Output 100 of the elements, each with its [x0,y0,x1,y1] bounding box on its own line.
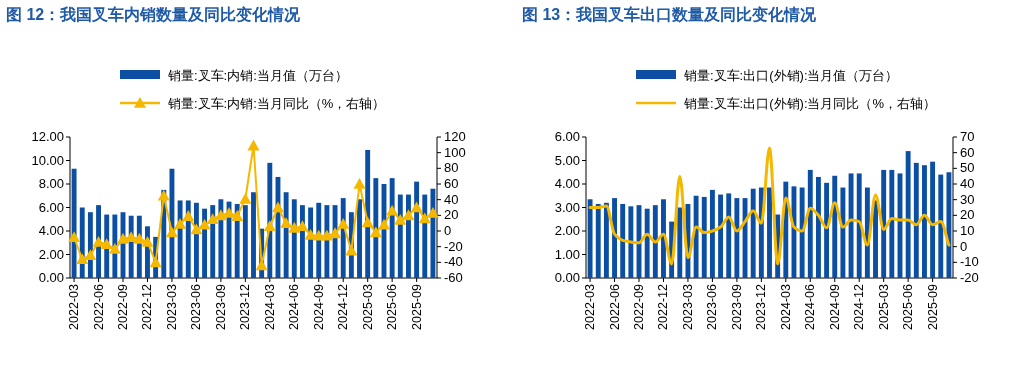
x-tick-label: 2022-03 [583,283,598,330]
point [426,206,439,218]
y-tick-label: 5.00 [554,152,580,168]
y2-tick-label: 60 [444,176,459,191]
point [369,226,382,238]
bar [726,193,732,278]
bar [913,162,919,278]
bar [709,189,715,278]
point [182,210,195,221]
point [198,218,211,230]
bar [946,172,952,278]
point [386,204,399,216]
x-tick-label: 2022-06 [91,283,106,330]
y-tick-label: 0.00 [38,270,64,285]
legend-label: 销量:叉车:出口(外销):当月同比（%，右轴） [683,96,937,111]
point [206,213,219,225]
point [165,226,178,238]
point [329,227,342,239]
y-tick-label: 3.00 [554,199,580,215]
x-tick-label: 2023-12 [754,283,769,330]
x-tick-label: 2022-03 [67,283,82,330]
bar [373,178,379,278]
x-tick-label: 2023-12 [238,283,253,330]
bar [595,203,601,278]
x-tick-label: 2024-03 [262,283,277,330]
bar [414,181,420,278]
bar [767,187,772,278]
y-tick-label: 6.00 [554,129,580,144]
point [190,223,203,235]
y2-tick-label: 40 [960,176,975,191]
y-tick-label: 2.00 [38,246,64,262]
bar [652,205,658,278]
y2-tick-label: 10 [960,223,975,238]
x-tick-label: 2023-09 [213,283,228,330]
x-tick-label: 2025-06 [901,283,916,330]
bar [873,200,878,278]
bar [856,173,862,278]
point [68,231,81,243]
point [117,232,130,244]
bar [644,208,650,278]
y-tick-label: 4.00 [38,223,64,238]
point [337,217,350,229]
x-tick-label: 2025-09 [409,283,424,330]
bar [701,196,707,278]
bar [799,187,805,278]
bar [612,198,617,278]
bar [677,207,683,278]
bar [406,194,411,278]
x-tick-label: 2022-12 [656,283,671,330]
y2-tick-label: 40 [444,191,459,207]
bar [840,187,846,278]
chart-title: 图 12：我国叉车内销数量及同比变化情况 [6,6,302,23]
legend-label: 销量:叉车:内销:当月同比（%，右轴） [167,96,386,111]
x-tick-label: 2023-06 [705,283,720,330]
y2-tick-label: 30 [960,191,975,207]
x-tick-label: 2024-09 [311,283,326,330]
x-tick-label: 2024-09 [827,283,842,330]
bar [251,192,256,278]
x-tick-label: 2022-12 [140,283,155,330]
point [402,209,415,221]
y-tick-label: 0.00 [554,270,580,285]
x-tick-label: 2023-09 [729,283,744,330]
bar [603,202,609,278]
point [320,229,333,241]
point [108,243,121,254]
bar [71,168,77,278]
bar [832,175,838,278]
y-tick-label: 6.00 [38,199,64,215]
bar [693,195,699,278]
point [174,217,187,229]
point [239,192,252,204]
x-tick-label: 2023-06 [189,283,204,330]
y2-tick-label: -20 [960,270,979,285]
bar [750,188,756,278]
x-tick-label: 2023-03 [164,283,179,330]
point [288,221,301,233]
bar [365,149,371,278]
bar [430,188,436,278]
bar [587,199,593,278]
y2-tick-label: -60 [444,270,463,285]
x-tick-label: 2024-06 [287,283,302,330]
y2-tick-label: 0 [444,223,452,238]
y-tick-label: 4.00 [554,176,580,191]
bar [815,176,821,278]
bar [389,178,395,278]
bar [938,174,944,278]
y-tick-label: 10.00 [31,152,64,168]
x-tick-label: 2022-06 [607,283,622,330]
bar [357,199,362,278]
bar [620,203,626,278]
y2-tick-label: 20 [444,207,459,223]
y2-tick-label: -40 [444,254,463,270]
legend-label: 销量:叉车:内销:当月值（万台） [167,68,348,83]
bar [930,161,936,278]
bar [734,198,740,278]
chart-title: 图 13：我国叉车出口数量及同比变化情况 [522,6,818,23]
point [394,214,407,225]
x-tick-label: 2025-03 [876,283,891,330]
bar [628,206,634,278]
x-tick-label: 2022-09 [116,283,131,330]
